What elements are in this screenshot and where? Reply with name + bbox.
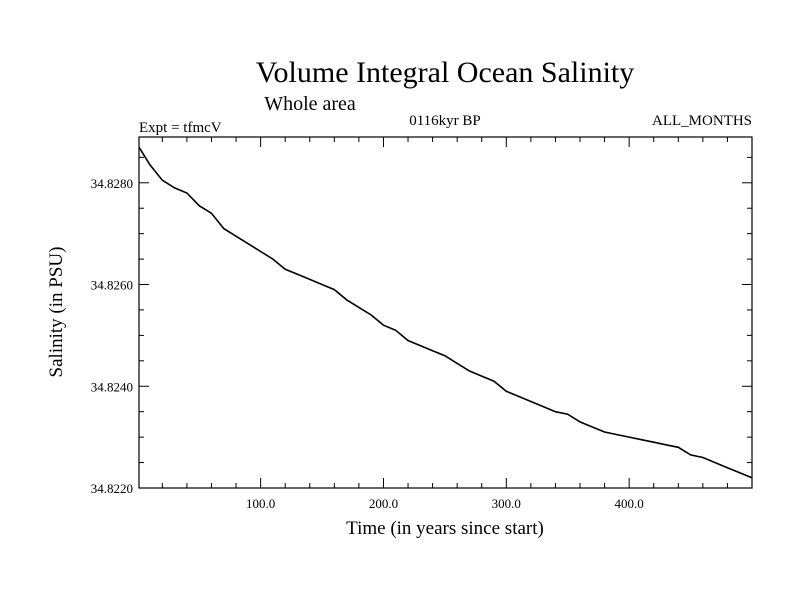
annotation-center: 0116kyr BP	[409, 113, 481, 129]
plot-frame	[138, 136, 753, 489]
x-tick-label: 100.0	[246, 496, 275, 511]
y-tick-label: 34.8220	[91, 481, 133, 496]
y-tick-label: 34.8280	[91, 176, 133, 191]
x-axis-ticks: 100.0 200.0 300.0 400.0	[161, 137, 728, 511]
y-tick-label: 34.8260	[91, 278, 133, 293]
y-axis-ticks: 34.8220 34.8240 34.8260 34.8280	[91, 156, 752, 496]
chart-title: Volume Integral Ocean Salinity	[256, 56, 635, 89]
series-line	[138, 146, 753, 479]
x-tick-label: 300.0	[492, 496, 521, 511]
x-tick-label: 200.0	[369, 496, 398, 511]
chart-subtitle: Whole area	[264, 93, 356, 115]
x-axis-label: Time (in years since start)	[346, 518, 544, 539]
annotation-left: Expt = tfmcV	[139, 120, 222, 136]
y-axis-label: Salinity (in PSU)	[46, 247, 67, 378]
x-tick-label: 400.0	[615, 496, 644, 511]
y-tick-label: 34.8240	[91, 379, 133, 394]
annotation-right: ALL_MONTHS	[652, 113, 752, 129]
